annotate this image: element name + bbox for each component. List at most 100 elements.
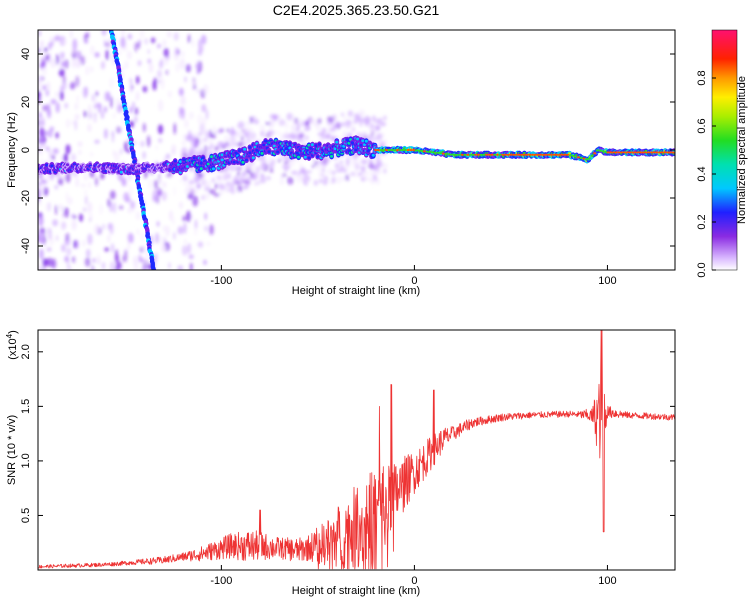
spectrogram-haze-blob (364, 120, 370, 127)
spectrogram-peak-cell (658, 151, 662, 154)
spectrogram-haze-blob (224, 187, 230, 193)
spectrogram-noise-blob (106, 38, 112, 50)
spectrogram-haze-blob (263, 159, 269, 163)
spectrogram-ridge-cell (220, 158, 224, 162)
spectrogram-peak-cell (563, 153, 567, 156)
spectrogram-noise-blob (65, 191, 69, 201)
spectrogram-noise-blob (188, 111, 194, 120)
spectrogram-noise-blob (62, 75, 66, 84)
spectrogram-haze-blob (297, 170, 301, 176)
spectrogram-ridge-cell (371, 153, 375, 157)
spectrogram-haze-blob (382, 163, 389, 169)
spectrogram-noise-blob (130, 200, 136, 210)
spectrogram-haze-blob (315, 125, 321, 131)
spectrogram-peak-cell (547, 153, 551, 156)
spectrogram-peak-cell (506, 153, 510, 156)
spectrogram-noise-blob (121, 177, 127, 187)
spectrogram-noise-blob (188, 254, 194, 260)
spectrogram-noise-blob (103, 39, 106, 48)
spectrogram-noise-blob (142, 122, 146, 133)
spectrogram-peak-cell (598, 149, 602, 152)
spectrogram-noise-blob (165, 153, 171, 160)
spectrogram-y-tick-label: 40 (20, 48, 32, 60)
spectrogram-haze-blob (375, 118, 381, 125)
spectrogram-noise-blob (50, 98, 57, 105)
spectrogram-haze-blob (269, 167, 274, 173)
spectrogram-haze-blob (305, 175, 311, 183)
spectrogram-ridge (38, 30, 675, 270)
spectrogram-noise-blob (77, 141, 83, 147)
spectrogram-haze-blob (245, 121, 251, 126)
spectrogram-peak-cell (539, 153, 543, 156)
spectrogram-noise-blob (194, 219, 198, 230)
spectrogram-haze-blob (304, 126, 311, 132)
spectrogram-haze-blob (208, 139, 213, 144)
spectrogram-haze-blob (291, 113, 295, 122)
spectrogram-ridge-cell (65, 163, 70, 167)
spectrogram-haze-blob (256, 166, 260, 174)
spectrogram-ridge-cell (182, 158, 186, 162)
spectrogram-peak-cell (490, 153, 494, 156)
spectrogram-ridge-cell (335, 140, 339, 144)
spectrogram-noise-blob (143, 257, 149, 265)
spectrogram-haze-blob (331, 170, 336, 175)
spectrogram-peak-cell (390, 149, 394, 151)
spectrogram-noise-blob (197, 48, 203, 56)
spectrogram-haze-blob (277, 158, 281, 163)
spectrogram-noise-blob (146, 135, 151, 147)
colorbar-tick-label: 0.2 (696, 214, 708, 229)
spectrogram-noise-blob (69, 30, 73, 39)
spectrogram-noise-blob (39, 227, 46, 233)
spectrogram-haze-blob (361, 159, 368, 165)
spectrogram-noise-blob (81, 55, 85, 66)
spectrogram-peak-cell (652, 151, 656, 154)
spectrogram-ridge-cell (354, 148, 358, 152)
spectrogram-noise-blob (141, 265, 147, 270)
spectrogram-haze-blob (315, 164, 322, 170)
spectrogram-haze-blob (303, 171, 308, 178)
spectrogram-haze-blob (265, 121, 271, 126)
spectrogram-noise-blob (166, 31, 173, 38)
spectrogram-haze-blob (229, 136, 233, 143)
spectrogram-noise-blob (56, 235, 59, 242)
spectrogram-haze-blob (292, 120, 297, 126)
spectrogram-noise-blob (204, 225, 209, 232)
spectrogram-noise-blob (163, 47, 169, 58)
snr-y-tick-label: 1.5 (20, 399, 32, 414)
spectrogram-y-label: Frequency (Hz) (6, 112, 18, 188)
spectrogram-haze-blob (366, 134, 373, 140)
spectrogram-haze-blob (335, 169, 343, 173)
spectrogram-noise-blob (186, 63, 190, 71)
spectrogram-haze-blob (302, 177, 307, 185)
spectrogram-noise-blob (184, 238, 187, 245)
spectrogram-noise-blob (64, 59, 69, 69)
spectrogram-haze-blob (262, 135, 267, 139)
spectrogram-ridge-cell (347, 141, 351, 145)
spectrogram-haze-blob (211, 177, 215, 183)
spectrogram-haze-blob (246, 178, 250, 187)
spectrogram-haze-blob (380, 161, 384, 168)
spectrogram-haze-blob (329, 128, 336, 132)
spectrogram-haze-blob (369, 169, 376, 177)
spectrogram-noise-blob (92, 258, 96, 263)
spectrogram-haze-blob (333, 125, 339, 128)
spectrogram-noise-blob (74, 119, 78, 131)
spectrogram-haze-blob (284, 130, 289, 137)
spectrogram-noise-blob (40, 182, 46, 194)
spectrogram-haze-blob (219, 141, 225, 147)
spectrogram-peak-cell (382, 149, 386, 151)
spectrogram-haze-blob (216, 129, 223, 134)
spectrogram-peak-cell (395, 149, 399, 151)
spectrogram-haze-blob (182, 134, 187, 139)
spectrogram-haze-blob (278, 118, 283, 127)
spectrogram-noise-blob (121, 116, 125, 125)
spectrogram-haze-blob (269, 119, 275, 124)
spectrogram-noise-blob (70, 153, 77, 162)
spectrogram-haze-blob (185, 172, 188, 181)
spectrogram-haze-blob (181, 140, 187, 146)
spectrogram-haze-blob (286, 165, 291, 169)
spectrogram-noise-blob (156, 79, 162, 84)
spectrogram-noise-blob (56, 54, 59, 65)
spectrogram-noise-blob (38, 75, 44, 82)
spectrogram-noise-blob (204, 212, 207, 221)
